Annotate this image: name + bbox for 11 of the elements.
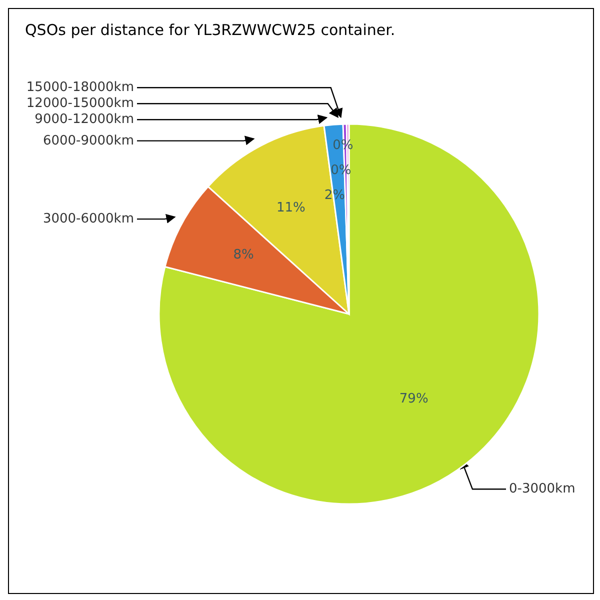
slice-label: 6000-9000km (42, 133, 134, 148)
data-label: 8% (233, 248, 254, 263)
slice-label: 15000-18000km (26, 80, 134, 96)
slice-label: 12000-15000km (26, 96, 134, 112)
chart-title: QSOs per distance for YL3RZWWCW25 container. (25, 21, 396, 39)
data-label: 0% (332, 138, 354, 154)
data-label: 79% (399, 392, 428, 407)
slice-label: 9000-12000km (34, 112, 134, 128)
data-label: 11% (276, 200, 306, 216)
slice-label: 0-3000km (509, 482, 576, 497)
slice-label: 3000-6000km (42, 212, 134, 227)
